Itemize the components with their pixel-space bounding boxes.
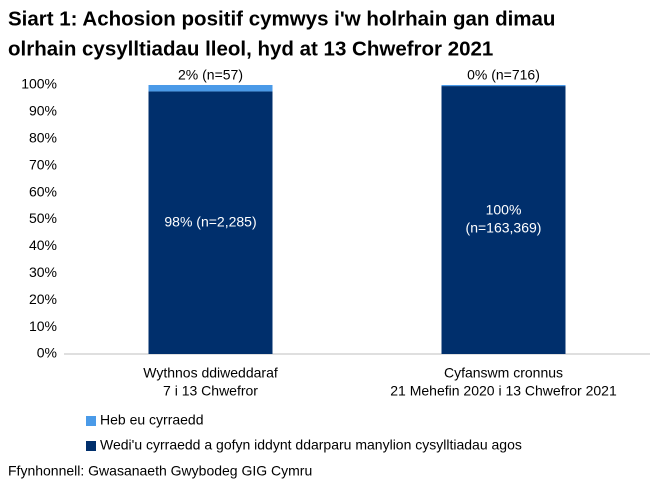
bar-segment (441, 85, 566, 87)
x-tick-label: 7 i 13 Chwefror (163, 383, 258, 399)
chart-title: Siart 1: Achosion positif cymwys i'w hol… (8, 7, 555, 30)
x-tick-label: Cyfanswm cronnus (444, 365, 563, 381)
bar-segment (441, 86, 566, 355)
legend-label: Heb eu cyrraedd (100, 412, 204, 428)
legend-label: Wedi'u cyrraedd a gofyn iddynt ddarparu … (100, 437, 522, 453)
y-tick-label: 20% (29, 291, 57, 307)
data-label: (n=163,369) (466, 220, 542, 236)
data-label: 2% (n=57) (178, 67, 243, 83)
y-tick-label: 90% (29, 103, 57, 119)
bar-segment (148, 91, 273, 355)
y-tick-label: 40% (29, 237, 57, 253)
y-tick-label: 100% (21, 76, 57, 92)
source: Ffynhonnell: Gwasanaeth Gwybodeg GIG Cym… (8, 463, 312, 479)
y-tick-label: 0% (37, 345, 57, 361)
legend-swatch (86, 416, 96, 426)
y-tick-label: 30% (29, 264, 57, 280)
legend-swatch (86, 441, 96, 451)
x-tick-label: Wythnos ddiweddaraf (143, 365, 278, 381)
data-label: 98% (n=2,285) (164, 213, 256, 229)
y-tick-label: 70% (29, 156, 57, 172)
x-tick-label: 21 Mehefin 2020 i 13 Chwefror 2021 (390, 383, 617, 399)
y-tick-label: 50% (29, 210, 57, 226)
y-tick-label: 10% (29, 318, 57, 334)
y-tick-label: 60% (29, 183, 57, 199)
y-tick-label: 80% (29, 130, 57, 146)
chart-title: olrhain cysylltiadau lleol, hyd at 13 Ch… (8, 37, 493, 60)
data-label: 0% (n=716) (467, 67, 540, 83)
bar-segment (148, 85, 273, 92)
data-label: 100% (486, 202, 522, 218)
